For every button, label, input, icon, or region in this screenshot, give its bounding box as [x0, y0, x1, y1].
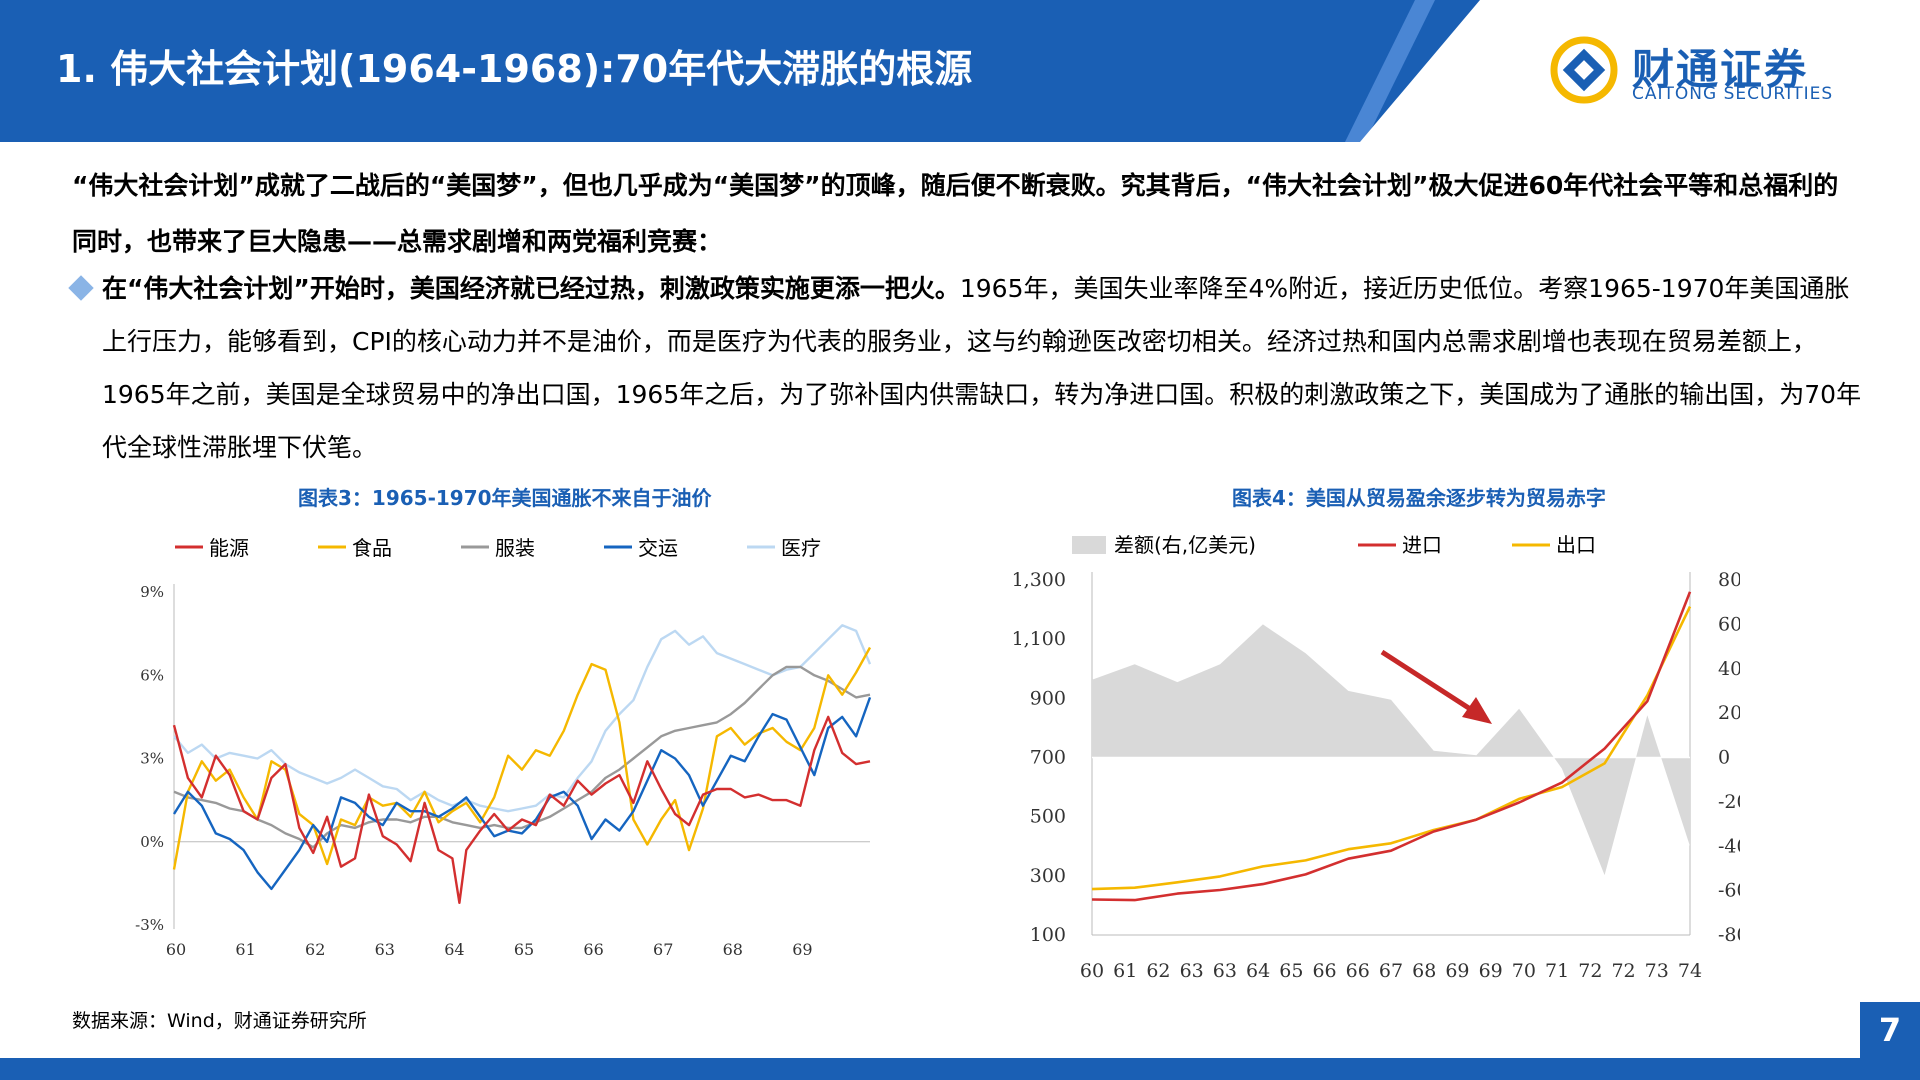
y-right-tick-3: 20: [1718, 702, 1740, 724]
y-right-tick-5: -20: [1718, 791, 1740, 813]
series-line-4: [173, 624, 872, 813]
x-tick-label-7: 66: [1312, 960, 1336, 980]
bullet-text: 在“伟大社会计划”开始时，美国经济就已经过热，刺激政策实施更添一把火。1965年…: [102, 262, 1862, 474]
y-right-tick-0: 80: [1718, 569, 1740, 591]
chart4-title: 图表4：美国从贸易盈余逐步转为贸易赤字: [1232, 486, 1606, 510]
x-tick-label-7: 67: [653, 940, 673, 959]
x-tick-label-6: 65: [1279, 960, 1303, 980]
legend-label-4: 医疗: [781, 536, 821, 560]
x-tick-label-13: 70: [1512, 960, 1536, 980]
series-line-1: [1091, 591, 1692, 902]
series-line-2: [1091, 606, 1692, 891]
legend-label-1: 食品: [352, 536, 392, 560]
y-left-tick-5: 300: [1030, 865, 1066, 887]
x-tick-label-8: 68: [723, 940, 743, 959]
company-logo: 财通证券 CAITONG SECURITIES: [1550, 30, 1860, 110]
y-left-tick-0: 1,300: [1012, 569, 1066, 591]
y-tick-label-3: 0%: [140, 833, 164, 851]
page-number: 7: [1878, 1011, 1902, 1049]
x-tick-label-17: 73: [1645, 960, 1669, 980]
y-right-tick-2: 40: [1718, 658, 1740, 680]
annotation-arrow-shaft: [1380, 649, 1480, 717]
y-right-tick-1: 60: [1718, 613, 1740, 635]
x-tick-label-4: 63: [1213, 960, 1237, 980]
y-tick-label-1: 6%: [140, 666, 164, 684]
x-tick-label-18: 74: [1678, 960, 1702, 980]
bullet-paragraph: 在“伟大社会计划”开始时，美国经济就已经过热，刺激政策实施更添一把火。1965年…: [68, 262, 1862, 474]
footer-bar: [0, 1058, 1920, 1080]
y-left-tick-4: 500: [1030, 806, 1066, 828]
x-tick-label-2: 62: [305, 940, 325, 959]
series-line-0: [172, 715, 871, 904]
x-tick-label-2: 62: [1146, 960, 1170, 980]
x-tick-label-11: 69: [1445, 960, 1469, 980]
legend-label-balance: 差额(右,亿美元): [1114, 533, 1256, 557]
logo-mark-icon: [1550, 36, 1618, 104]
x-tick-label-1: 61: [1113, 960, 1137, 980]
data-source: 数据来源：Wind，财通证券研究所: [72, 1010, 367, 1032]
chart3-title: 图表3：1965-1970年美国通胀不来自于油价: [298, 486, 712, 510]
legend-label-2: 服装: [495, 536, 535, 560]
x-tick-label-0: 60: [166, 940, 186, 959]
legend-label-3: 交运: [638, 536, 678, 560]
x-tick-label-8: 66: [1346, 960, 1370, 980]
y-left-tick-2: 900: [1030, 687, 1066, 709]
x-tick-label-9: 69: [792, 940, 812, 959]
annotation-arrow-head: [1462, 697, 1492, 724]
y-right-tick-4: 0: [1718, 747, 1730, 769]
x-tick-label-16: 72: [1611, 960, 1635, 980]
balance-area: [1092, 624, 1690, 876]
y-tick-label-4: -3%: [135, 916, 164, 934]
y-right-tick-7: -60: [1718, 880, 1740, 902]
x-tick-label-12: 69: [1479, 960, 1503, 980]
legend-label-import: 进口: [1402, 533, 1442, 557]
x-tick-label-3: 63: [375, 940, 395, 959]
bullet-bold-text: 在“伟大社会计划”开始时，美国经济就已经过热，刺激政策实施更添一把火。: [102, 274, 960, 303]
intro-paragraph: “伟大社会计划”成就了二战后的“美国梦”，但也几乎成为“美国梦”的顶峰，随后便不…: [72, 171, 1839, 256]
x-tick-label-6: 66: [583, 940, 603, 959]
chart3-inflation: 能源 食品 服装 交运 医疗 9% 6% 3% 0% -3%60 61 62 63 64 65 66 67 68 6…: [135, 536, 872, 959]
x-tick-label-5: 65: [514, 940, 534, 959]
diamond-bullet-icon: [68, 275, 94, 301]
x-tick-label-14: 71: [1545, 960, 1569, 980]
x-tick-label-4: 64: [444, 940, 464, 959]
x-tick-label-15: 72: [1578, 960, 1602, 980]
chart4-trade-balance: 差额(右,亿美元) 进口 出口1,3001,10090070050030010080…: [1012, 533, 1740, 980]
bullet-body-text: 1965年，美国失业率降至4%附近，接近历史低位。考察1965-1970年美国通…: [102, 274, 1862, 462]
y-left-tick-3: 700: [1030, 747, 1066, 769]
series-line-3: [172, 696, 872, 891]
y-tick-label-2: 3%: [140, 750, 164, 768]
x-tick-label-0: 60: [1080, 960, 1104, 980]
legend-label-0: 能源: [209, 536, 249, 560]
x-tick-label-5: 64: [1246, 960, 1270, 980]
x-tick-label-10: 68: [1412, 960, 1436, 980]
y-left-tick-6: 100: [1030, 924, 1066, 946]
y-left-tick-1: 1,100: [1012, 628, 1066, 650]
page-title: 1. 伟大社会计划(1964-1968):70年代大滞胀的根源: [56, 47, 973, 91]
y-tick-label-0: 9%: [140, 583, 164, 601]
logo-english-text: CAITONG SECURITIES: [1632, 84, 1834, 104]
page-number-box: [1860, 1002, 1920, 1058]
logo-chinese-text: 财通证券: [1632, 45, 1809, 94]
legend-swatch-balance: [1072, 536, 1106, 554]
series-line-2: [173, 665, 871, 849]
y-right-tick-8: -80: [1718, 924, 1740, 946]
legend-label-export: 出口: [1556, 533, 1596, 557]
x-tick-label-3: 63: [1180, 960, 1204, 980]
x-tick-label-9: 67: [1379, 960, 1403, 980]
y-right-tick-6: -40: [1718, 835, 1740, 857]
x-tick-label-1: 61: [235, 940, 255, 959]
header-bar: 1. 伟大社会计划(1964-1968):70年代大滞胀的根源 财通证券 CAI…: [0, 0, 1920, 142]
